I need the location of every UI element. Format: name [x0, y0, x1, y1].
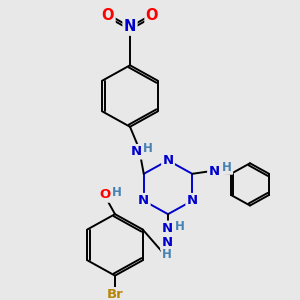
Text: N: N [161, 222, 172, 235]
Text: N: N [130, 145, 142, 158]
Text: N: N [124, 20, 136, 34]
Text: H: H [143, 142, 153, 155]
Text: H: H [162, 248, 172, 261]
Text: N: N [138, 194, 149, 207]
Text: O: O [99, 188, 111, 202]
Text: Br: Br [106, 288, 123, 300]
Text: H: H [112, 186, 122, 199]
Text: N: N [162, 154, 174, 167]
Text: N: N [187, 194, 198, 207]
Text: H: H [222, 160, 232, 174]
Text: N: N [208, 165, 220, 178]
Text: H: H [175, 220, 185, 233]
Text: N: N [161, 236, 172, 250]
Text: O: O [146, 8, 158, 23]
Text: O: O [102, 8, 114, 23]
